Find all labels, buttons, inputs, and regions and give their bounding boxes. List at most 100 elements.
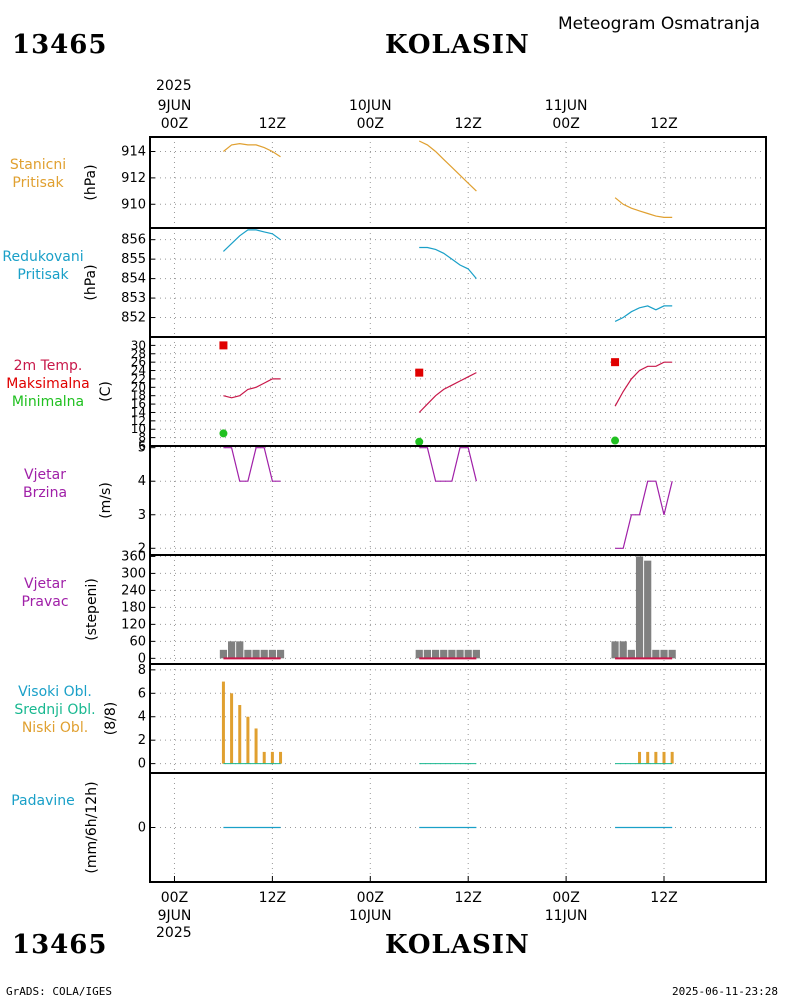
- series-line-temp: [418, 372, 477, 413]
- bottom-date-label: 11JUN: [545, 908, 588, 924]
- series-line-reduced: [419, 246, 477, 279]
- series-line-pressure: [614, 197, 673, 218]
- y-tick-label: 854: [121, 272, 146, 287]
- unit-label-precip: (mm/6h/12h): [84, 781, 100, 873]
- low-cloud-bar: [221, 681, 225, 764]
- y-tick-label: 18: [131, 389, 146, 403]
- top-time-label: 00Z: [357, 116, 384, 132]
- low-cloud-bar: [246, 716, 250, 764]
- min-temp-marker: [611, 436, 620, 445]
- wind-speed-label: Vjetar Brzina: [0, 466, 90, 502]
- precip-label-line1: Padavine: [11, 793, 75, 809]
- y-tick-label: 24: [131, 364, 146, 378]
- wind-direction-bar: [611, 641, 619, 659]
- wind-direction-bar: [644, 560, 652, 659]
- low-cloud-bar: [270, 751, 274, 764]
- min-temp-marker: [219, 429, 228, 438]
- series-line-wind_speed: [223, 447, 281, 482]
- top-time-label: 12Z: [259, 116, 286, 132]
- top-date-label: 9JUN: [158, 98, 192, 114]
- top-date-label: 10JUN: [349, 98, 392, 114]
- wind-speed-label-line2: Brzina: [22, 485, 68, 501]
- series-line-pressure: [418, 140, 477, 192]
- y-tick-label: 180: [121, 600, 146, 615]
- series-line-temp: [614, 361, 673, 407]
- top-year-label: 2025: [156, 78, 192, 94]
- y-tick-label: 22: [131, 372, 146, 386]
- wind-direction-bar: [252, 649, 260, 659]
- y-tick-label: 12: [131, 414, 146, 428]
- unit-label-reduced: (hPa): [83, 264, 99, 300]
- wind-direction-bar: [627, 649, 635, 659]
- low-cloud-bar: [254, 728, 258, 764]
- unit-label-pressure: (hPa): [83, 164, 99, 200]
- low-cloud-bar: [279, 751, 283, 764]
- top-time-label: 12Z: [454, 116, 481, 132]
- temp-label-line2: Maksimalna: [6, 376, 90, 392]
- min-temp-marker: [415, 437, 424, 446]
- y-tick-label: 856: [121, 233, 146, 248]
- series-line-pressure: [223, 142, 281, 158]
- wind-direction-bar: [227, 641, 236, 659]
- low-cloud-bar: [654, 751, 658, 764]
- header-station-id: 13465: [12, 30, 108, 60]
- wind-dir-label-line1: Vjetar: [24, 576, 66, 592]
- y-tick-label: 120: [121, 617, 146, 632]
- y-tick-label: 20: [131, 380, 146, 394]
- y-tick-label: 16: [131, 397, 146, 411]
- bottom-time-label: 00Z: [357, 890, 384, 906]
- temp-label-line3: Minimalna: [11, 394, 85, 410]
- low-cloud-bar: [238, 705, 242, 764]
- top-date-label: 11JUN: [545, 98, 588, 114]
- bottom-time-label: 12Z: [650, 890, 677, 906]
- top-time-label: 00Z: [161, 116, 188, 132]
- precip-label: Padavine: [0, 792, 86, 810]
- wind-direction-bar: [448, 649, 456, 659]
- low-cloud-bar: [670, 751, 674, 764]
- wind-direction-bar: [415, 649, 423, 659]
- clouds-label-line3: Niski Obl.: [21, 720, 89, 736]
- series-line-wind_speed: [615, 480, 673, 549]
- wind-direction-bar: [244, 649, 252, 659]
- generation-timestamp: 2025-06-11-23:28: [672, 985, 778, 998]
- wind-direction-bar: [423, 649, 432, 659]
- y-tick-label: 4: [138, 474, 146, 489]
- wind-direction-bar: [464, 649, 472, 659]
- wind-direction-bar: [660, 649, 668, 659]
- panel-frame-temp: [149, 336, 767, 447]
- top-time-label: 12Z: [650, 116, 677, 132]
- wind-direction-bar: [219, 649, 228, 659]
- y-tick-label: 853: [121, 291, 146, 306]
- footer-station-name: KOLASIN: [385, 930, 530, 960]
- pressure-label: Stanicni Pritisak: [0, 156, 76, 192]
- wind-direction-bar: [668, 649, 676, 659]
- y-tick-label: 6: [138, 439, 146, 453]
- temp-label: 2m Temp. Maksimalna Minimalna: [0, 357, 96, 411]
- low-cloud-bar: [646, 751, 650, 764]
- series-line-temp: [223, 378, 281, 399]
- y-tick-label: 4: [138, 710, 146, 725]
- clouds-label: Visoki Obl. Srednji Obl. Niski Obl.: [0, 683, 110, 737]
- panel-frame-reduced: [149, 227, 767, 338]
- y-tick-label: 8: [138, 431, 146, 445]
- wind-direction-bar: [260, 649, 268, 659]
- y-tick-label: 0: [138, 757, 146, 772]
- panel-clouds: 0 2 4 6 8 (8/8): [103, 663, 767, 774]
- series-line-reduced: [222, 229, 281, 252]
- y-tick-label: 240: [121, 583, 146, 598]
- y-tick-label: 360: [121, 549, 146, 564]
- wind-direction-bar: [635, 556, 644, 659]
- y-tick-label: 3: [138, 508, 146, 523]
- series-line-reduced: [614, 305, 673, 322]
- wind-direction-bar: [276, 649, 285, 659]
- top-time-label: 00Z: [552, 116, 579, 132]
- max-temp-marker: [611, 358, 620, 367]
- wind-direction-bar: [652, 649, 660, 659]
- bottom-time-label: 00Z: [161, 890, 188, 906]
- reduced-label-line1: Redukovani: [2, 249, 84, 265]
- unit-label-temp: (C): [98, 381, 114, 402]
- wind-direction-bar: [431, 649, 440, 659]
- footer-station-id: 13465: [12, 930, 108, 960]
